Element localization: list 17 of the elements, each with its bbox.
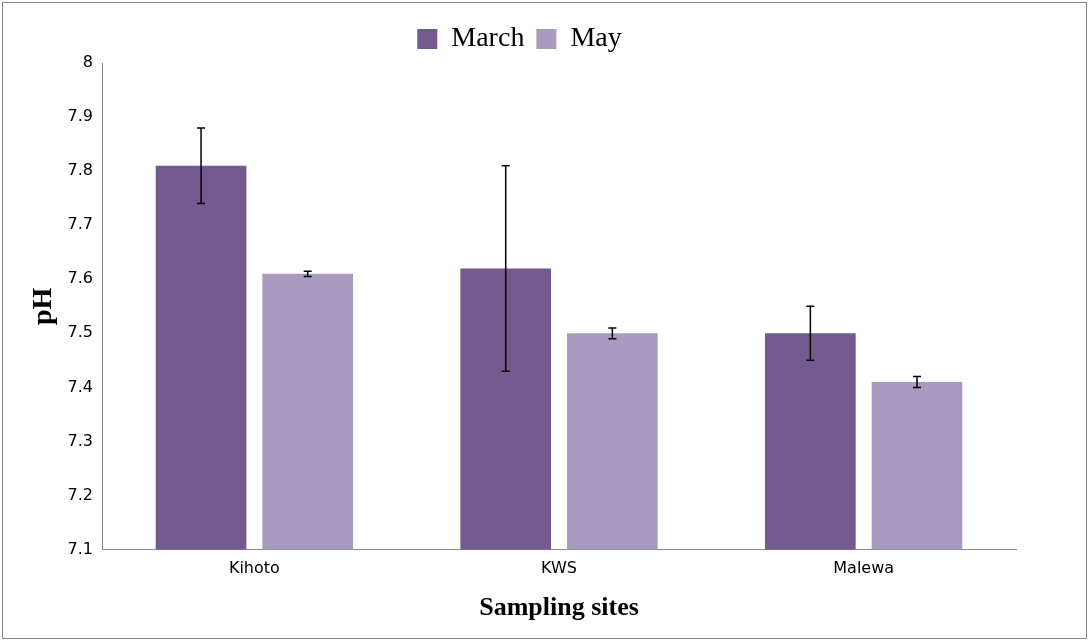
x-axis-title: Sampling sites bbox=[479, 592, 639, 622]
x-tick-label: KWS bbox=[541, 558, 577, 578]
y-tick-label: 7.1 bbox=[67, 538, 94, 558]
y-tick-label: 7.6 bbox=[67, 268, 94, 288]
y-tick-label: 7.9 bbox=[67, 106, 94, 126]
y-tick-label: 7.8 bbox=[67, 160, 94, 180]
y-tick-label: 7.2 bbox=[67, 484, 94, 504]
y-tick-label: 7.7 bbox=[67, 214, 94, 234]
y-tick-label: 7.3 bbox=[67, 430, 94, 450]
x-tick-label: Kihoto bbox=[228, 558, 280, 578]
y-tick-label: 7.4 bbox=[67, 376, 94, 396]
y-axis-title: pH bbox=[26, 287, 58, 325]
x-tick-label: Malewa bbox=[833, 558, 895, 578]
y-tick-label: 8 bbox=[82, 52, 94, 72]
legend-label: March bbox=[451, 21, 525, 53]
y-tick-label: 7.5 bbox=[67, 322, 94, 342]
legend-label: May bbox=[570, 21, 622, 53]
